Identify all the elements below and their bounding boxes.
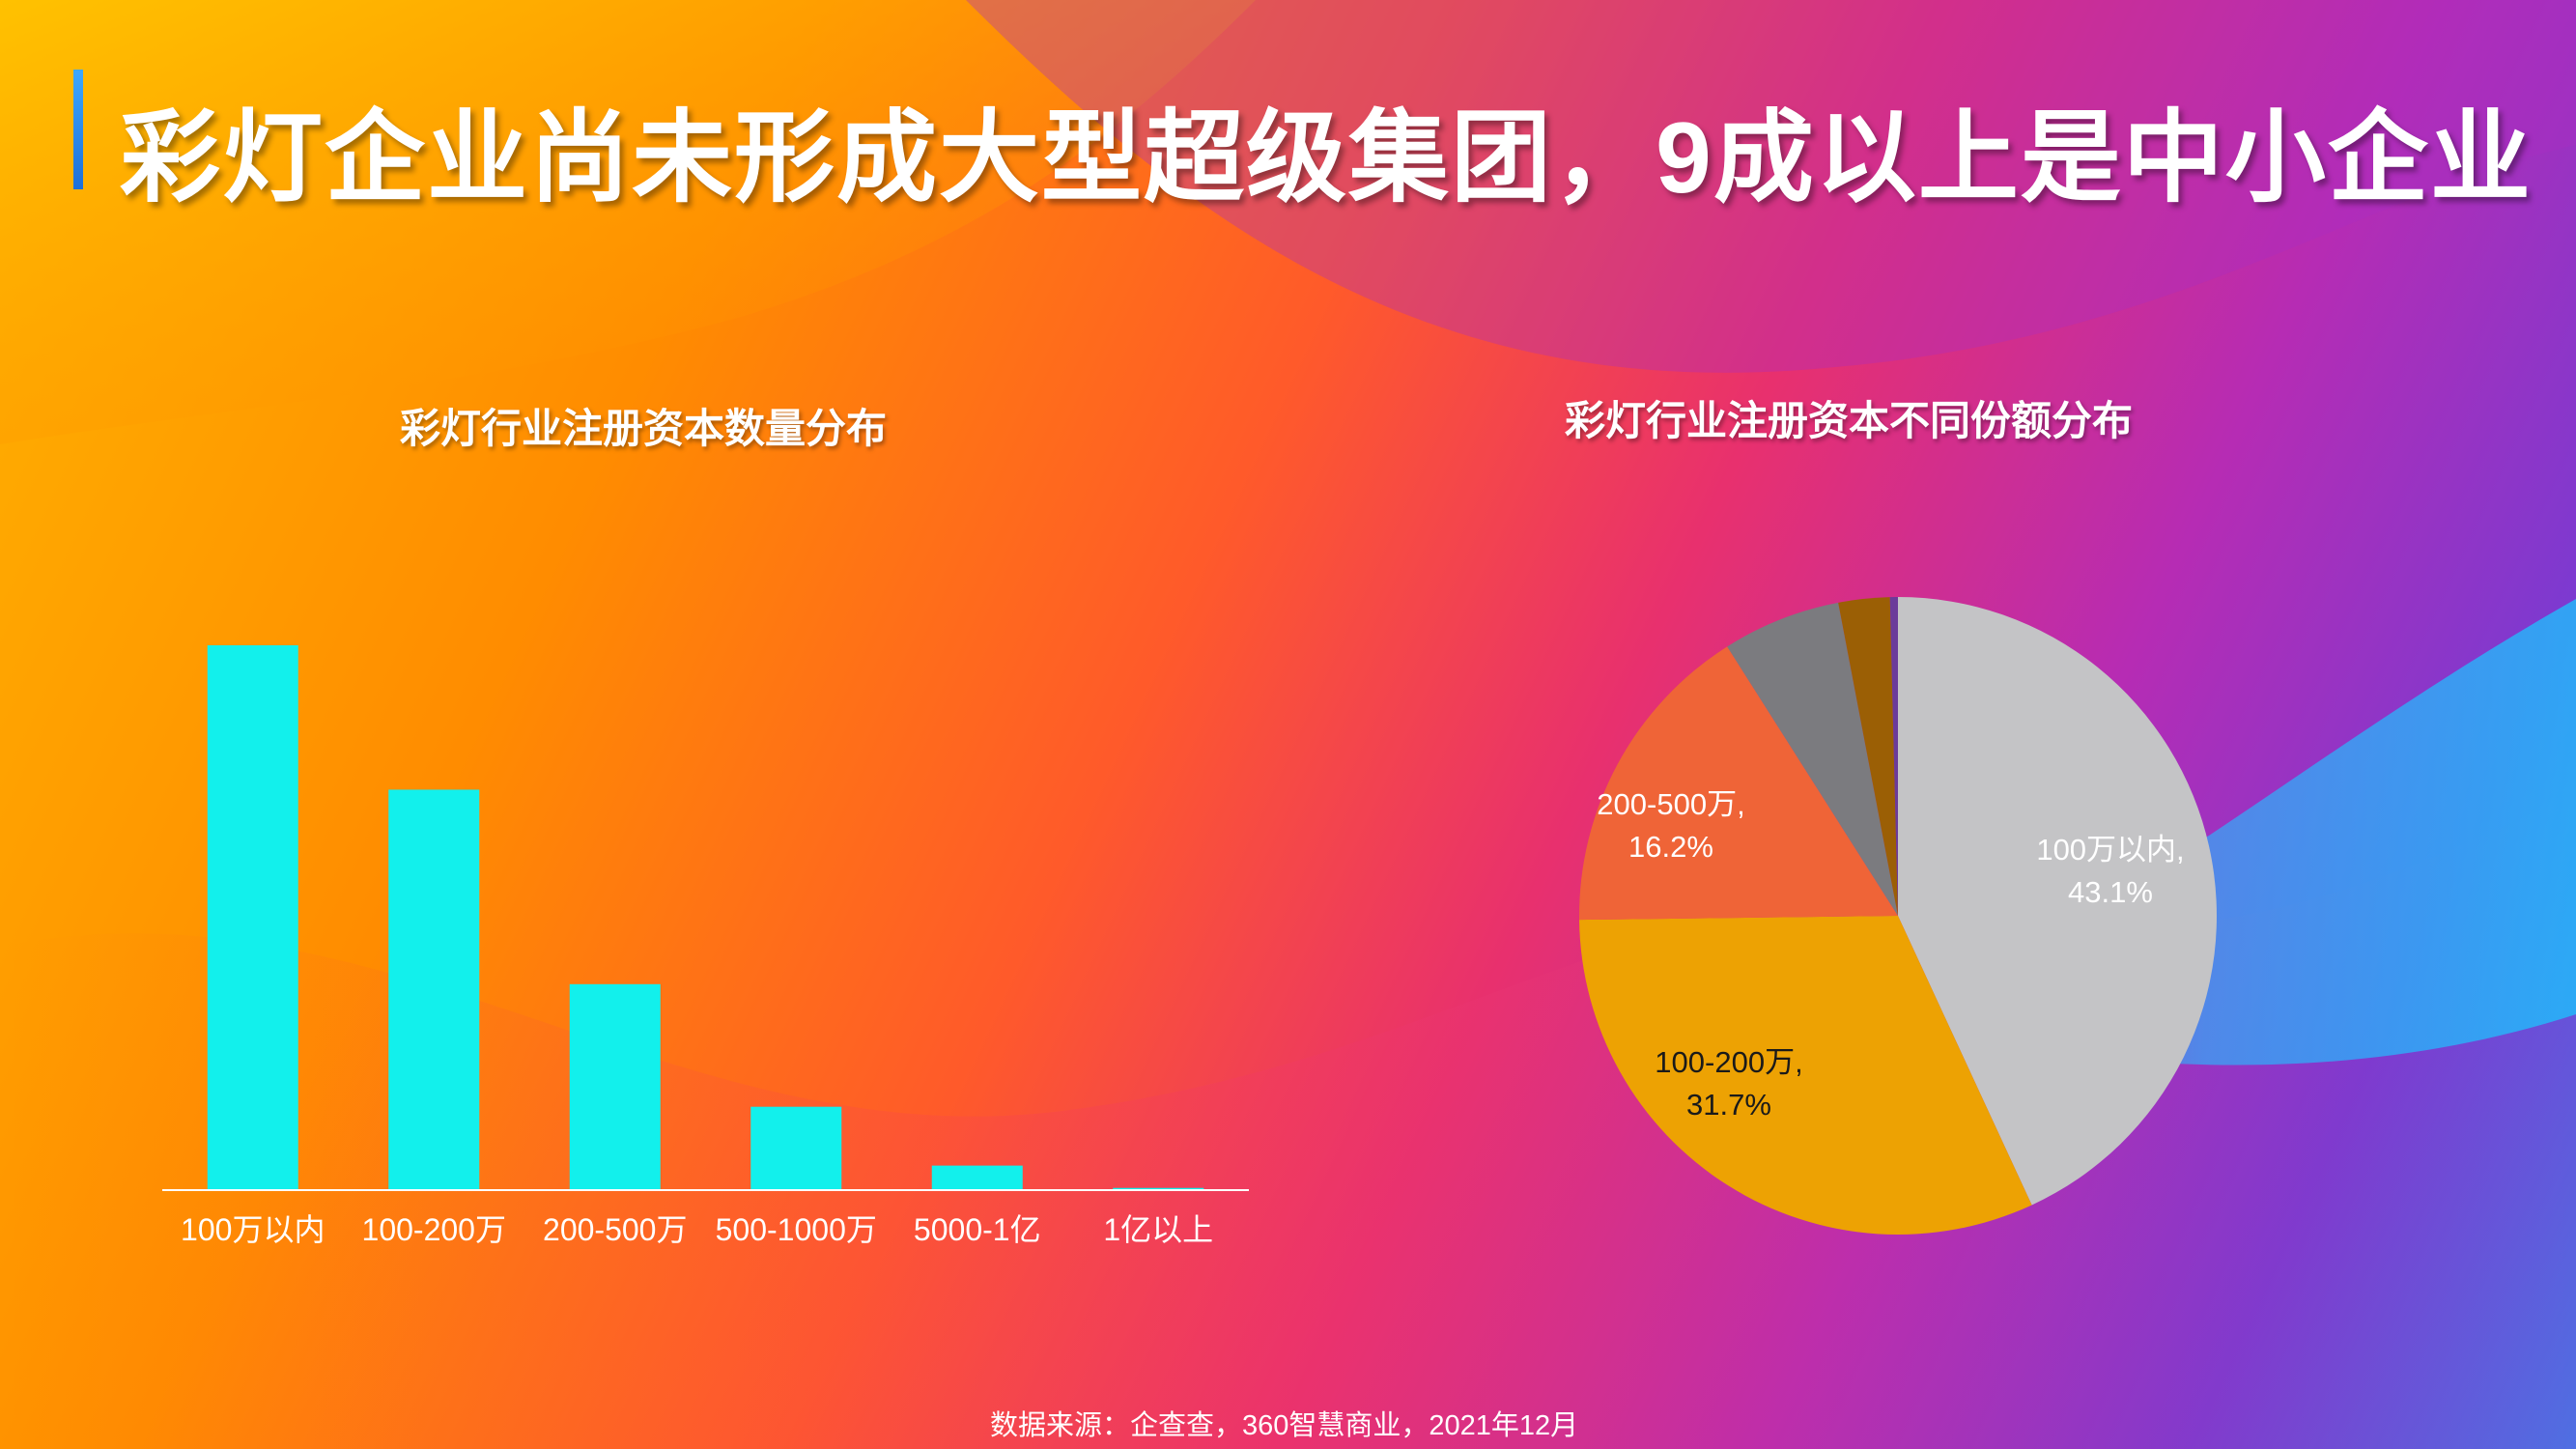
page-title: 彩灯企业尚未形成大型超级集团，9成以上是中小企业 xyxy=(120,102,2533,214)
bar-1 xyxy=(388,789,480,1190)
bar-chart-title: 彩灯行业注册资本数量分布 xyxy=(400,406,888,451)
bar-5 xyxy=(1113,1187,1204,1190)
pie-label-2: 200-500万, 16.2% xyxy=(1597,787,1744,864)
bar-chart: 100万以内 100-200万 200-500万 500-1000万 5000-1亿 1亿… xyxy=(162,645,1249,1247)
pie-chart: 100万以内, 43.1% 100-200万, 31.7% 200-500万, 16.2% xyxy=(1578,597,2217,1235)
bar-0 xyxy=(207,645,298,1190)
pie-slice-2 xyxy=(1578,646,1898,921)
data-source-note: 数据来源：企查查，360智慧商业，2021年12月 xyxy=(990,1410,1579,1441)
bar-tick-label-2: 200-500万 xyxy=(543,1212,687,1247)
pie-chart-title: 彩灯行业注册资本不同份额分布 xyxy=(1565,398,2134,443)
title-accent-bar xyxy=(73,70,83,189)
bar-tick-label-1: 100-200万 xyxy=(362,1212,506,1247)
pie-label-0: 100万以内, 43.1% xyxy=(2036,833,2184,909)
bar-4 xyxy=(931,1165,1023,1190)
bar-tick-label-3: 500-1000万 xyxy=(716,1212,877,1247)
bar-2 xyxy=(569,983,661,1190)
pie-label-1: 100-200万, 31.7% xyxy=(1655,1045,1802,1122)
pie-slice-5 xyxy=(1889,597,1898,916)
bar-tick-label-4: 5000-1亿 xyxy=(914,1212,1041,1247)
pie-slice-1 xyxy=(1579,916,2032,1235)
pie-slice-4 xyxy=(1838,597,1898,916)
bar-tick-label-0: 100万以内 xyxy=(181,1212,325,1247)
pie-slice-3 xyxy=(1727,602,1898,916)
bar-tick-label-5: 1亿以上 xyxy=(1103,1212,1213,1247)
pie-slice-0 xyxy=(1898,597,2217,1206)
bar-3 xyxy=(750,1106,842,1190)
